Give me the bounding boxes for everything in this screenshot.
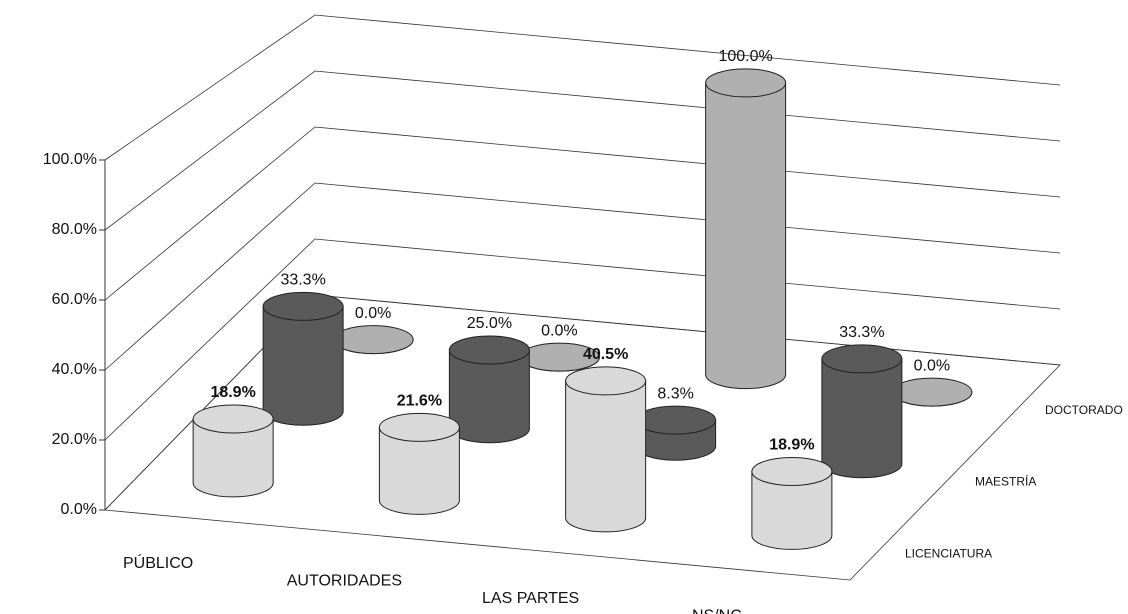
y-tick-label: 100.0% bbox=[43, 151, 97, 168]
data-label: 0.0% bbox=[541, 322, 577, 339]
cylinder-top bbox=[751, 456, 833, 486]
cylinder-body bbox=[378, 426, 460, 515]
data-label: 33.3% bbox=[280, 272, 325, 289]
x-tick-label: LAS PARTES bbox=[482, 590, 579, 607]
cylinder bbox=[332, 325, 414, 355]
x-tick-label: NS/NC bbox=[692, 607, 742, 614]
cylinder bbox=[821, 344, 903, 479]
y-tick-label: 40.0% bbox=[52, 361, 97, 378]
cylinder bbox=[378, 412, 460, 515]
data-label: 0.0% bbox=[355, 305, 391, 322]
legend-label: LICENCIATURA bbox=[905, 546, 992, 560]
grid-line bbox=[104, 14, 1061, 161]
legend-label: DOCTORADO bbox=[1045, 403, 1123, 417]
cylinder-top bbox=[332, 325, 414, 355]
y-tick-label: 0.0% bbox=[61, 501, 97, 518]
y-tick-label: 80.0% bbox=[52, 221, 97, 238]
data-label: 8.3% bbox=[657, 385, 693, 402]
cylinder-top bbox=[192, 404, 274, 434]
cylinder bbox=[705, 68, 787, 390]
cylinder bbox=[262, 291, 344, 426]
grid-line bbox=[104, 126, 1061, 301]
data-label: 100.0% bbox=[718, 48, 772, 65]
cylinder bbox=[891, 377, 973, 407]
cylinder-body bbox=[751, 470, 833, 550]
cylinder-body bbox=[821, 358, 903, 479]
cylinder bbox=[192, 404, 274, 498]
cylinder-top bbox=[378, 412, 460, 442]
cylinder-top bbox=[821, 344, 903, 374]
cylinder-top bbox=[262, 291, 344, 321]
x-tick-label: PÚBLICO bbox=[123, 553, 193, 572]
data-label: 18.9% bbox=[210, 384, 255, 401]
cylinder-body bbox=[565, 380, 647, 533]
data-label: 33.3% bbox=[839, 324, 884, 341]
data-label: 18.9% bbox=[769, 437, 814, 454]
cylinder-body bbox=[192, 418, 274, 498]
y-tick-label: 60.0% bbox=[52, 291, 97, 308]
data-label: 40.5% bbox=[583, 346, 628, 363]
cylinder-top bbox=[635, 405, 717, 435]
cylinder-body bbox=[262, 305, 344, 426]
cylinder-body bbox=[705, 82, 787, 390]
y-tick-label: 20.0% bbox=[52, 431, 97, 448]
cylinder bbox=[518, 342, 600, 372]
cylinder bbox=[635, 405, 717, 461]
cylinder bbox=[751, 456, 833, 550]
grid-line bbox=[104, 182, 1061, 371]
data-label: 0.0% bbox=[914, 357, 950, 374]
cylinder-top bbox=[705, 68, 787, 98]
cylinder bbox=[565, 366, 647, 533]
cylinder-top bbox=[448, 335, 530, 365]
data-label: 25.0% bbox=[467, 315, 512, 332]
x-tick-label: AUTORIDADES bbox=[287, 572, 402, 589]
cylinder-top bbox=[565, 366, 647, 396]
grid-line bbox=[104, 70, 1061, 231]
cylinder bbox=[448, 335, 530, 444]
cylinder-top bbox=[891, 377, 973, 407]
data-label: 21.6% bbox=[397, 393, 442, 410]
grid-line bbox=[104, 238, 1061, 441]
legend-label: MAESTRÍA bbox=[975, 474, 1036, 489]
